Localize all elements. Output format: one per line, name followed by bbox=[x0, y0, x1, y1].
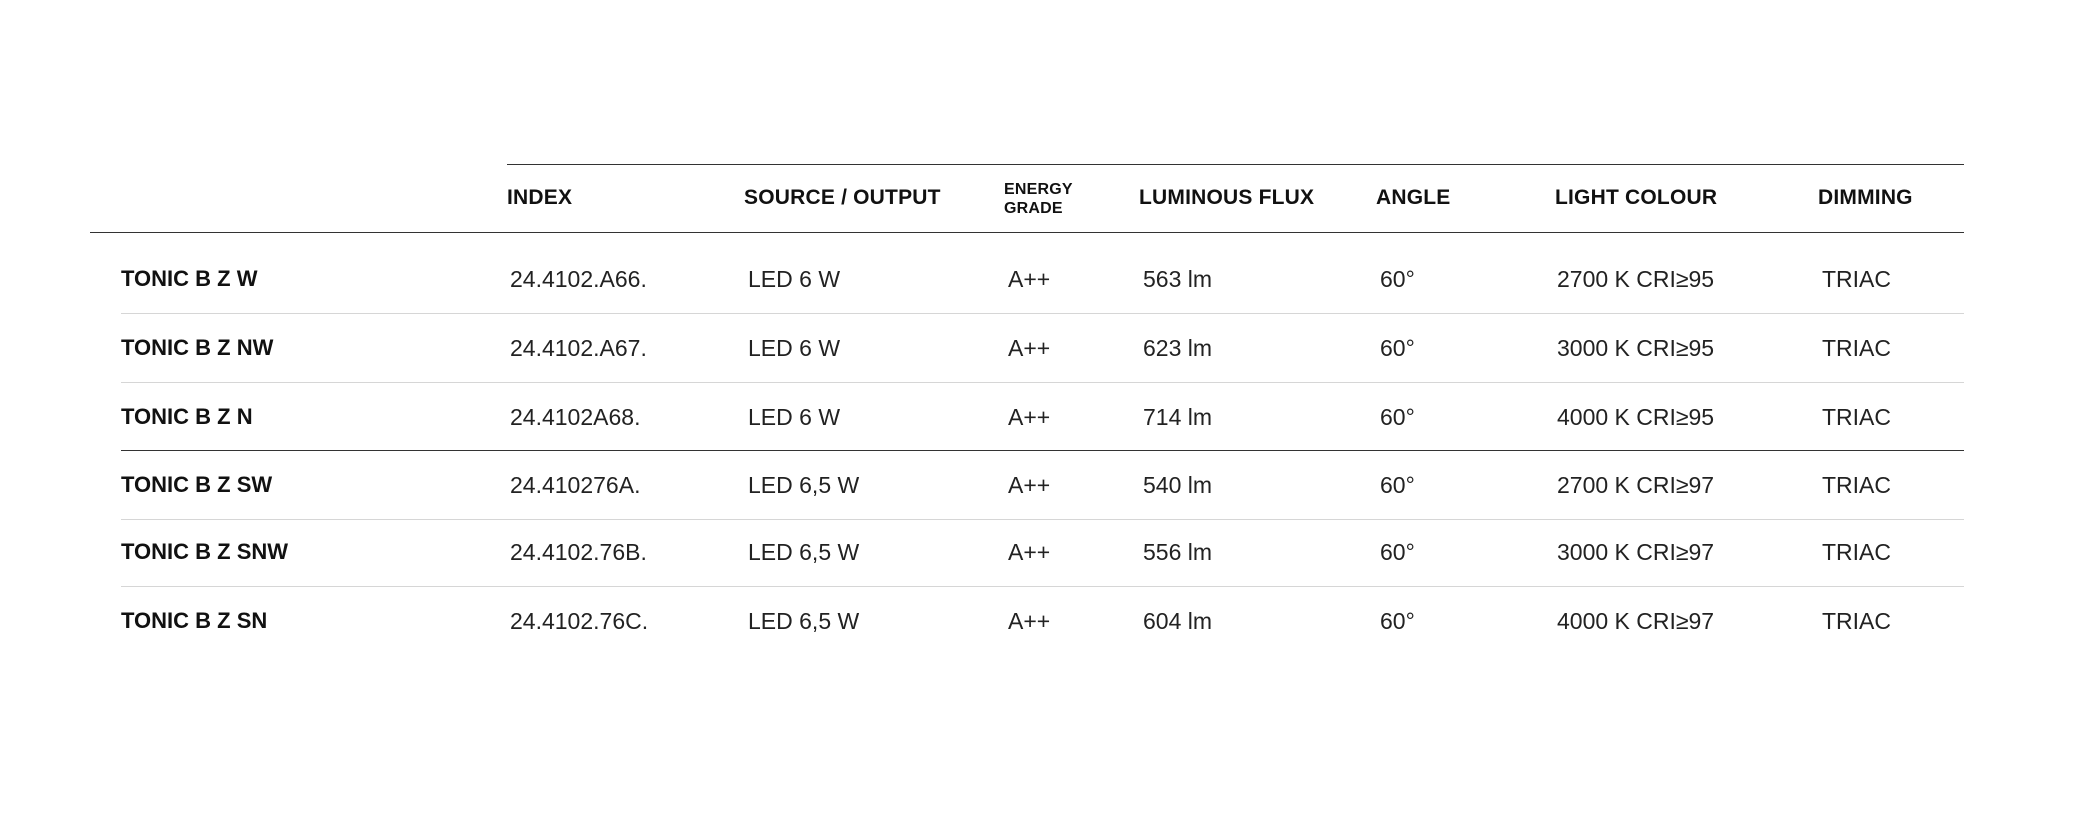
cell-luminous-flux: 604 lm bbox=[1143, 608, 1213, 634]
header-source-output: SOURCE / OUTPUT bbox=[744, 186, 941, 209]
cell-energy-grade: A++ bbox=[1008, 472, 1051, 498]
cell-source-output: LED 6 W bbox=[748, 404, 841, 430]
cell-energy-grade: A++ bbox=[1008, 266, 1051, 292]
cell-source-output: LED 6,5 W bbox=[748, 539, 860, 565]
cell-luminous-flux: 556 lm bbox=[1143, 539, 1213, 565]
cell-index: 24.4102.A66. bbox=[510, 266, 647, 292]
row-divider bbox=[121, 586, 1964, 587]
cell-light-colour: 2700 K CRI≥97 bbox=[1557, 472, 1715, 498]
cell-angle: 60° bbox=[1380, 539, 1415, 565]
cell-source-output: LED 6 W bbox=[748, 266, 841, 292]
header-angle: ANGLE bbox=[1376, 186, 1451, 209]
cell-angle: 60° bbox=[1380, 335, 1415, 361]
row-divider bbox=[121, 519, 1964, 520]
cell-index: 24.410276A. bbox=[510, 472, 641, 498]
cell-dimming: TRIAC bbox=[1822, 335, 1891, 361]
cell-energy-grade: A++ bbox=[1008, 608, 1051, 634]
cell-dimming: TRIAC bbox=[1822, 539, 1891, 565]
cell-dimming: TRIAC bbox=[1822, 472, 1891, 498]
cell-name: TONIC B Z NW bbox=[121, 335, 274, 360]
cell-luminous-flux: 623 lm bbox=[1143, 335, 1213, 361]
cell-dimming: TRIAC bbox=[1822, 266, 1891, 292]
row-divider bbox=[121, 382, 1964, 383]
cell-name: TONIC B Z SW bbox=[121, 472, 273, 497]
header-index: INDEX bbox=[507, 186, 573, 209]
group-divider bbox=[121, 450, 1964, 451]
header-dimming: DIMMING bbox=[1818, 186, 1913, 209]
cell-dimming: TRIAC bbox=[1822, 404, 1891, 430]
header-rule bbox=[90, 232, 1964, 233]
cell-light-colour: 3000 K CRI≥95 bbox=[1557, 335, 1715, 361]
cell-name: TONIC B Z W bbox=[121, 266, 258, 291]
cell-dimming: TRIAC bbox=[1822, 608, 1891, 634]
cell-luminous-flux: 540 lm bbox=[1143, 472, 1213, 498]
header-light-colour: LIGHT COLOUR bbox=[1555, 186, 1718, 209]
cell-light-colour: 3000 K CRI≥97 bbox=[1557, 539, 1715, 565]
cell-light-colour: 4000 K CRI≥97 bbox=[1557, 608, 1715, 634]
cell-luminous-flux: 714 lm bbox=[1143, 404, 1213, 430]
cell-index: 24.4102A68. bbox=[510, 404, 641, 430]
cell-source-output: LED 6 W bbox=[748, 335, 841, 361]
header-energy-grade: ENERGY GRADE bbox=[1004, 180, 1073, 218]
cell-light-colour: 2700 K CRI≥95 bbox=[1557, 266, 1715, 292]
cell-source-output: LED 6,5 W bbox=[748, 472, 860, 498]
cell-name: TONIC B Z N bbox=[121, 404, 253, 429]
cell-angle: 60° bbox=[1380, 608, 1415, 634]
header-energy-grade-line1: ENERGY bbox=[1004, 181, 1073, 198]
table-top-rule bbox=[507, 164, 1964, 165]
cell-index: 24.4102.76C. bbox=[510, 608, 649, 634]
cell-name: TONIC B Z SN bbox=[121, 608, 268, 633]
row-divider bbox=[121, 313, 1964, 314]
header-luminous-flux: LUMINOUS FLUX bbox=[1139, 186, 1315, 209]
cell-energy-grade: A++ bbox=[1008, 404, 1051, 430]
cell-source-output: LED 6,5 W bbox=[748, 608, 860, 634]
cell-luminous-flux: 563 lm bbox=[1143, 266, 1213, 292]
cell-energy-grade: A++ bbox=[1008, 539, 1051, 565]
cell-energy-grade: A++ bbox=[1008, 335, 1051, 361]
cell-index: 24.4102.A67. bbox=[510, 335, 647, 361]
cell-index: 24.4102.76B. bbox=[510, 539, 647, 565]
cell-angle: 60° bbox=[1380, 472, 1415, 498]
cell-light-colour: 4000 K CRI≥95 bbox=[1557, 404, 1715, 430]
header-energy-grade-line2: GRADE bbox=[1004, 200, 1063, 217]
cell-name: TONIC B Z SNW bbox=[121, 539, 289, 564]
cell-angle: 60° bbox=[1380, 266, 1415, 292]
cell-angle: 60° bbox=[1380, 404, 1415, 430]
